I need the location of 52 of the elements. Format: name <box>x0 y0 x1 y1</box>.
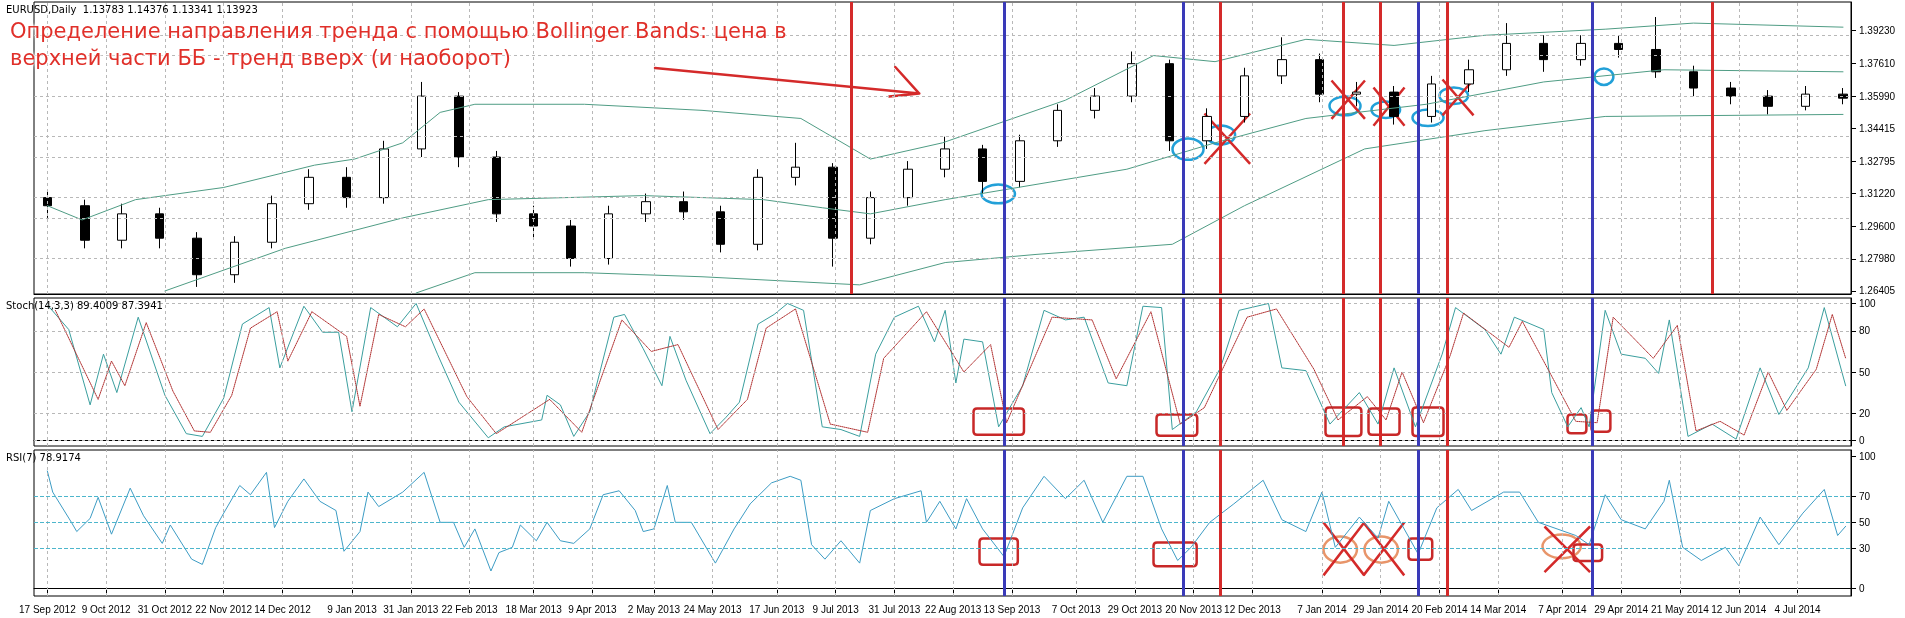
y-tick-label: 1.29600 <box>1859 220 1896 232</box>
x-tick-label: 9 Apr 2013 <box>568 603 618 615</box>
x-tick-label: 18 Mar 2013 <box>505 603 563 615</box>
x-tick-label: 14 Dec 2012 <box>254 603 312 615</box>
y-tick-label: 1.37610 <box>1859 57 1896 69</box>
x-tick-label: 29 Jan 2014 <box>1353 603 1409 615</box>
x-tick-label: 7 Apr 2014 <box>1538 603 1588 615</box>
x-tick-label: 22 Nov 2012 <box>195 603 253 615</box>
x-tick-label: 17 Jun 2013 <box>749 603 805 615</box>
x-tick-label: 17 Sep 2012 <box>19 603 77 615</box>
x-tick-label: 22 Aug 2013 <box>925 603 982 615</box>
y-tick-label: 50 <box>1859 516 1871 528</box>
y-tick-label: 100 <box>1859 451 1877 463</box>
x-tick-label: 20 Feb 2014 <box>1411 603 1469 615</box>
x-tick-label: 29 Oct 2013 <box>1107 603 1163 615</box>
y-tick-label: 30 <box>1859 543 1871 555</box>
x-tick-label: 2 May 2013 <box>627 603 681 615</box>
x-tick-label: 9 Oct 2012 <box>81 603 132 615</box>
x-tick-label: 9 Jan 2013 <box>327 603 378 615</box>
y-tick-label: 1.32795 <box>1859 155 1896 167</box>
y-tick-label: 1.26405 <box>1859 285 1896 297</box>
x-tick-label: 14 Mar 2014 <box>1470 603 1527 615</box>
y-tick-label: 1.34415 <box>1859 122 1896 134</box>
x-tick-label: 21 May 2014 <box>1651 603 1710 615</box>
y-tick-label: 20 <box>1859 407 1871 419</box>
y-tick-label: 70 <box>1859 490 1871 502</box>
y-tick-label: 0 <box>1859 435 1865 447</box>
x-tick-label: 13 Sep 2013 <box>983 603 1041 615</box>
y-tick-label: 1.31220 <box>1859 187 1896 199</box>
x-tick-label: 31 Jan 2013 <box>383 603 439 615</box>
chart-title: Stoch(14,3,3) 89.4009 87.3941 <box>6 299 163 311</box>
x-tick-label: 9 Jul 2013 <box>812 603 860 615</box>
y-tick-label: 100 <box>1859 297 1877 309</box>
x-tick-label: 24 May 2013 <box>683 603 743 615</box>
y-tick-label: 0 <box>1859 582 1865 594</box>
x-tick-label: 7 Jan 2014 <box>1297 603 1348 615</box>
y-tick-label: 80 <box>1859 325 1871 337</box>
x-tick-label: 12 Dec 2013 <box>1224 603 1282 615</box>
x-tick-label: 29 Apr 2014 <box>1594 603 1649 615</box>
x-tick-label: 22 Feb 2013 <box>441 603 499 615</box>
y-tick-label: 1.39230 <box>1859 25 1896 37</box>
y-tick-label: 1.35990 <box>1859 90 1896 102</box>
x-tick-label: 12 Jun 2014 <box>1711 603 1767 615</box>
y-tick-label: 1.27980 <box>1859 253 1896 265</box>
chart-title: RSI(7) 78.9174 <box>6 451 81 463</box>
chart-title: EURUSD,Daily 1.13783 1.14376 1.13341 1.13923 <box>6 3 258 15</box>
y-tick-label: 50 <box>1859 366 1871 378</box>
x-tick-label: 7 Oct 2013 <box>1051 603 1101 615</box>
x-tick-label: 4 Jul 2014 <box>1774 603 1822 615</box>
x-tick-label: 31 Jul 2013 <box>868 603 921 615</box>
x-tick-label: 31 Oct 2012 <box>137 603 193 615</box>
x-tick-label: 20 Nov 2013 <box>1165 603 1223 615</box>
